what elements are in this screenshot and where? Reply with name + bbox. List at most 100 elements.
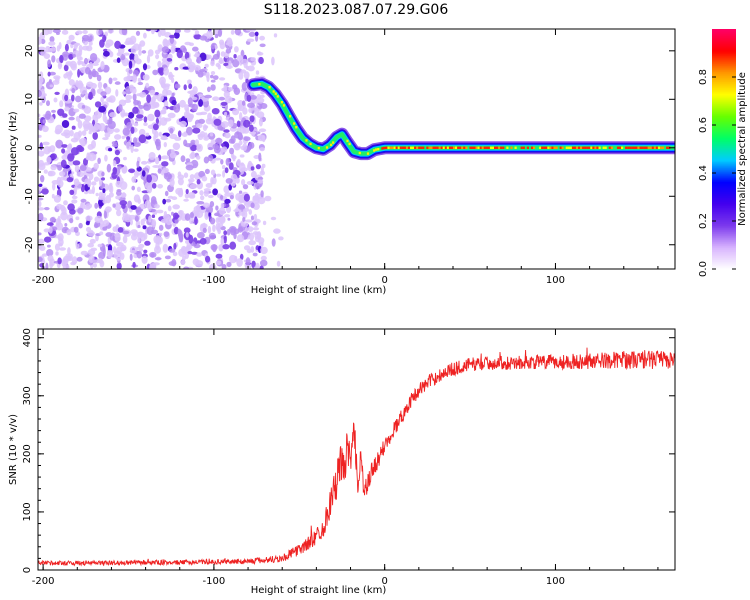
noise-blob — [250, 202, 255, 209]
noise-blob — [152, 262, 160, 266]
noise-blob — [126, 122, 133, 129]
colorbar-cell — [712, 221, 736, 224]
colorbar-cell — [712, 139, 736, 142]
ridge-peak — [385, 146, 388, 149]
noise-blob — [117, 165, 122, 170]
ridge-peak — [332, 141, 335, 144]
noise-blob — [165, 89, 172, 96]
noise-blob — [142, 225, 147, 230]
noise-blob — [53, 97, 58, 103]
noise-blob — [78, 113, 86, 119]
noise-blob — [163, 41, 170, 47]
noise-blob — [191, 251, 198, 255]
spectrogram-y-tick-label: -20 — [24, 237, 35, 253]
noise-blob — [97, 257, 103, 264]
noise-blob — [46, 100, 50, 107]
colorbar-cell — [712, 113, 736, 116]
noise-blob — [85, 221, 90, 226]
noise-blob — [120, 53, 126, 61]
noise-blob — [143, 32, 147, 39]
colorbar-cell — [712, 35, 736, 38]
noise-blob — [248, 232, 255, 241]
noise-blob — [67, 247, 71, 255]
noise-blob — [105, 43, 111, 48]
noise-blob — [192, 127, 201, 134]
ridge-peak — [272, 90, 275, 93]
colorbar-cell — [712, 29, 736, 32]
noise-blob — [130, 144, 134, 153]
noise-blob — [47, 244, 51, 248]
noise-blob — [168, 74, 175, 78]
noise-blob — [92, 88, 96, 97]
colorbar-cell — [712, 89, 736, 92]
colorbar-tick-label: 0.0 — [698, 261, 709, 277]
colorbar-cell — [712, 225, 736, 228]
noise-blob — [195, 51, 199, 57]
noise-blob — [84, 178, 91, 185]
noise-blob — [181, 132, 188, 138]
ridge-peak — [477, 146, 480, 149]
colorbar-cell — [712, 237, 736, 240]
noise-blob — [162, 198, 167, 205]
noise-blob — [251, 221, 258, 226]
noise-blob — [115, 180, 122, 188]
noise-blob — [189, 212, 194, 218]
noise-blob — [205, 71, 210, 79]
noise-blob — [218, 96, 226, 101]
colorbar-cell — [712, 125, 736, 128]
noise-blob — [63, 200, 68, 206]
noise-blob — [43, 162, 51, 166]
noise-blob — [247, 102, 255, 109]
noise-blob — [249, 115, 255, 123]
noise-blob — [211, 43, 215, 50]
noise-blob — [213, 118, 222, 126]
noise-blob — [148, 152, 156, 160]
noise-blob — [88, 91, 93, 100]
noise-blob — [38, 232, 42, 236]
noise-blob — [169, 152, 177, 159]
colorbar-cell — [712, 209, 736, 212]
colorbar-cell — [712, 251, 736, 254]
noise-blob — [42, 141, 50, 146]
noise-blob — [108, 77, 113, 85]
colorbar-cell — [712, 229, 736, 232]
ridge-peak — [625, 146, 628, 149]
noise-blob — [196, 123, 203, 129]
noise-blob — [38, 125, 43, 130]
noise-blob — [56, 203, 63, 210]
noise-blob — [233, 87, 241, 95]
noise-blob — [209, 201, 215, 208]
noise-blob — [226, 228, 231, 236]
colorbar-cell — [712, 203, 736, 206]
noise-blob — [255, 182, 261, 190]
noise-blob — [212, 188, 219, 196]
snr-y-tick-label: 100 — [22, 502, 33, 521]
noise-blob — [56, 45, 61, 52]
noise-blob — [214, 33, 219, 39]
noise-blob — [208, 232, 216, 240]
colorbar-cell — [712, 183, 736, 186]
ridge-peak — [541, 146, 544, 149]
ridge-peak — [442, 146, 445, 149]
ridge-peak — [483, 146, 486, 149]
noise-blob — [245, 257, 251, 266]
noise-blob — [162, 106, 167, 112]
noise-blob — [203, 189, 209, 197]
ridge-peak — [586, 146, 589, 149]
noise-blob — [177, 174, 185, 180]
noise-blob — [189, 152, 196, 160]
ridge-peak — [530, 146, 534, 149]
ridge-peak — [358, 151, 361, 155]
noise-blob — [259, 170, 265, 176]
noise-blob — [88, 130, 92, 135]
noise-blob — [223, 84, 228, 93]
ridge-peak — [565, 146, 568, 149]
noise-blob — [101, 183, 105, 188]
noise-blob — [169, 34, 176, 39]
ridge-peak — [430, 146, 433, 149]
ridge-peak — [475, 146, 478, 149]
noise-blob — [38, 207, 45, 211]
noise-blob — [123, 156, 127, 161]
noise-blob — [126, 141, 132, 150]
ridge-peak — [592, 146, 595, 149]
